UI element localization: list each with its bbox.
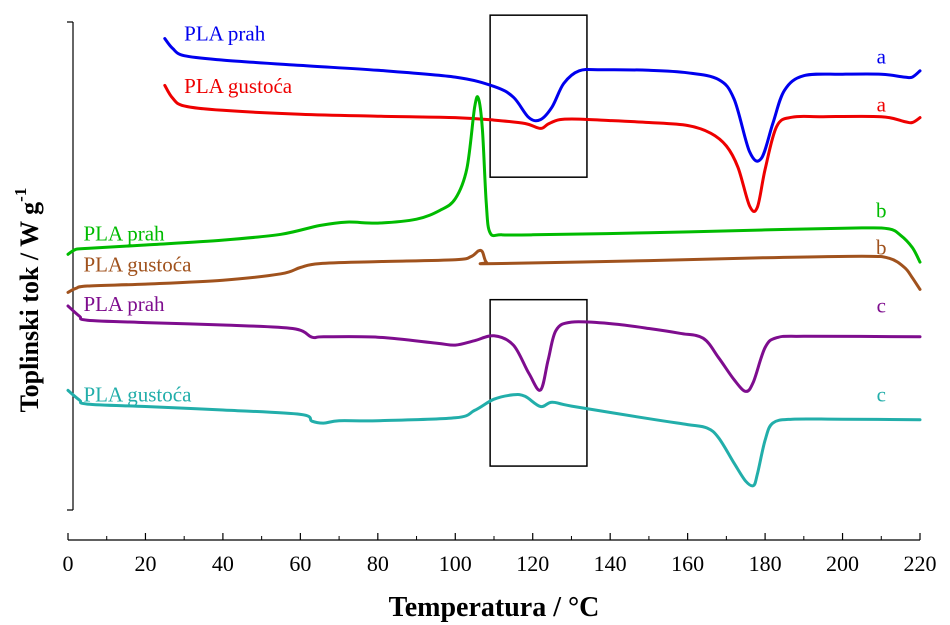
x-tick-label-160: 160 bbox=[671, 551, 704, 576]
series-tag-3: b bbox=[876, 199, 887, 223]
series-label-3: PLA prah bbox=[83, 222, 165, 246]
series-tag-1: a bbox=[877, 44, 887, 68]
series-line-6 bbox=[66, 388, 922, 488]
highlight-box-1 bbox=[489, 14, 588, 178]
series-tag-2: a bbox=[877, 92, 887, 116]
series-group bbox=[66, 37, 922, 488]
series-line-3 bbox=[66, 95, 922, 264]
series-labels: PLA prah a PLA gustoća a PLA prah b PLA gustoć… bbox=[83, 22, 886, 407]
x-tick-label-0: 0 bbox=[63, 551, 74, 576]
x-tick-label-60: 60 bbox=[289, 551, 311, 576]
x-tick-label-200: 200 bbox=[826, 551, 859, 576]
x-tick-label-140: 140 bbox=[594, 551, 627, 576]
series-line-5 bbox=[66, 304, 922, 393]
highlight-box-2 bbox=[489, 298, 588, 467]
series-label-6: PLA gustoća bbox=[83, 383, 192, 407]
highlight-boxes bbox=[489, 14, 588, 467]
series-label-5: PLA prah bbox=[83, 292, 165, 316]
series-line-1 bbox=[163, 37, 922, 163]
x-tick-labels: 0 20 40 60 80 100 120 140 160 180 200 220 bbox=[63, 551, 937, 576]
y-axis-label-main: Toplinski tok / W g bbox=[15, 202, 44, 413]
y-axis-label: Toplinski tok / W g-1 bbox=[11, 188, 44, 413]
series-label-2: PLA gustoća bbox=[184, 74, 293, 98]
x-tick-label-120: 120 bbox=[516, 551, 549, 576]
x-tick-label-20: 20 bbox=[134, 551, 156, 576]
x-tick-label-80: 80 bbox=[367, 551, 389, 576]
series-label-4: PLA gustoća bbox=[83, 252, 192, 276]
x-tick-label-220: 220 bbox=[904, 551, 937, 576]
series-line-4 bbox=[66, 248, 922, 294]
series-tag-4: b bbox=[876, 235, 887, 259]
series-tag-5: c bbox=[877, 293, 886, 317]
series-line-2 bbox=[163, 83, 922, 213]
x-axis-label: Temperatura / °C bbox=[389, 592, 600, 623]
y-axis-label-superscript: -1 bbox=[11, 188, 30, 202]
series-label-1: PLA prah bbox=[184, 22, 266, 46]
x-ticks bbox=[67, 533, 921, 540]
x-tick-label-180: 180 bbox=[749, 551, 782, 576]
series-tag-6: c bbox=[877, 383, 886, 407]
x-tick-label-40: 40 bbox=[212, 551, 234, 576]
x-tick-label-100: 100 bbox=[439, 551, 472, 576]
